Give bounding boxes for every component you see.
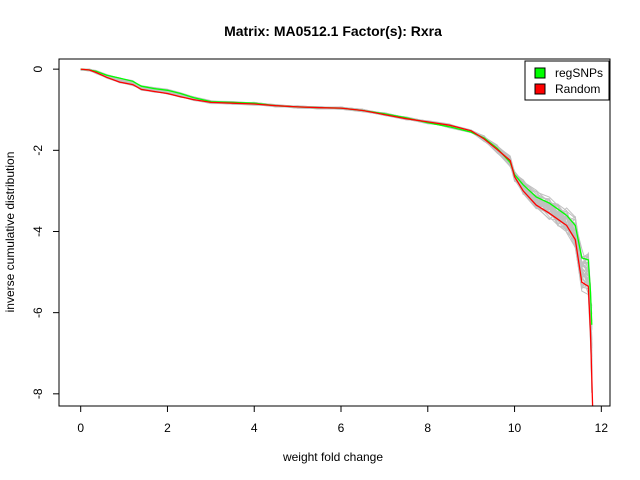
x-tick-label: 2 [164,421,171,435]
x-axis-label: weight fold change [282,450,383,464]
x-tick-label: 10 [508,421,522,435]
x-tick-label: 6 [338,421,345,435]
series-lines [80,68,594,407]
y-axis: 0 -2 -4 -6 -8 [31,65,59,399]
plot-frame [58,58,611,407]
x-tick-label: 0 [77,421,84,435]
series-line-random [80,68,594,407]
legend-label: Random [555,82,600,96]
legend-swatch [534,67,546,79]
legend-label: regSNPs [555,66,603,80]
legend-swatch [534,83,546,95]
legend: regSNPs Random [524,60,610,101]
x-tick-label: 4 [251,421,258,435]
y-axis-label: inverse cumulative distribution [3,152,17,313]
y-tick-label: -8 [31,388,45,399]
y-tick-label: -2 [31,145,45,156]
y-tick-label: 0 [31,65,45,72]
y-tick-label: -6 [31,307,45,318]
x-axis: 0 2 4 6 8 10 12 [77,406,608,435]
chart-title: Matrix: MA0512.1 Factor(s): Rxra [224,23,442,39]
x-tick-label: 8 [424,421,431,435]
x-tick-label: 12 [595,421,609,435]
y-tick-label: -4 [31,226,45,237]
